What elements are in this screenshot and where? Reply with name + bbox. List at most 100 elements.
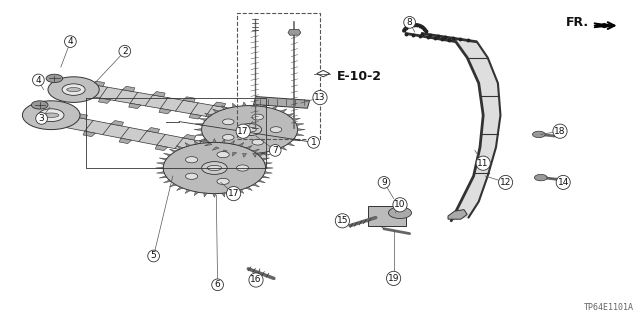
Polygon shape xyxy=(212,139,216,142)
Polygon shape xyxy=(183,134,196,140)
Circle shape xyxy=(163,142,266,194)
Circle shape xyxy=(532,131,545,138)
Polygon shape xyxy=(243,153,246,157)
Circle shape xyxy=(202,162,227,174)
Polygon shape xyxy=(191,152,204,157)
Polygon shape xyxy=(63,116,269,165)
Polygon shape xyxy=(244,107,256,113)
Circle shape xyxy=(186,173,198,179)
Polygon shape xyxy=(246,146,252,149)
Polygon shape xyxy=(232,103,237,107)
Polygon shape xyxy=(119,138,132,144)
Circle shape xyxy=(22,101,80,130)
Text: 15: 15 xyxy=(337,216,348,225)
Polygon shape xyxy=(221,193,225,197)
Polygon shape xyxy=(448,210,467,219)
Text: 17: 17 xyxy=(228,189,239,198)
Polygon shape xyxy=(129,103,141,108)
Polygon shape xyxy=(99,98,111,103)
Text: 19: 19 xyxy=(388,274,399,283)
Polygon shape xyxy=(253,153,257,157)
Ellipse shape xyxy=(243,127,257,132)
Text: 4: 4 xyxy=(68,37,73,46)
Polygon shape xyxy=(204,193,207,197)
Bar xyxy=(253,97,310,108)
Ellipse shape xyxy=(207,165,221,171)
Circle shape xyxy=(62,84,85,95)
Polygon shape xyxy=(83,84,257,124)
Polygon shape xyxy=(272,106,278,109)
Text: TP64E1101A: TP64E1101A xyxy=(584,303,634,312)
Polygon shape xyxy=(232,152,237,156)
Polygon shape xyxy=(75,114,88,119)
Text: 1: 1 xyxy=(311,138,316,147)
Polygon shape xyxy=(163,180,171,183)
Circle shape xyxy=(31,101,48,109)
Polygon shape xyxy=(239,190,244,194)
Polygon shape xyxy=(147,128,159,133)
Polygon shape xyxy=(92,81,104,86)
Polygon shape xyxy=(451,42,500,221)
Text: 8: 8 xyxy=(407,18,412,27)
Polygon shape xyxy=(287,143,294,146)
Text: 17: 17 xyxy=(237,127,249,136)
Ellipse shape xyxy=(44,113,59,117)
Polygon shape xyxy=(185,142,190,146)
Circle shape xyxy=(252,114,264,120)
Polygon shape xyxy=(111,121,124,126)
Polygon shape xyxy=(204,139,207,143)
Text: 9: 9 xyxy=(381,178,387,187)
Polygon shape xyxy=(189,114,202,119)
Polygon shape xyxy=(222,150,227,154)
Polygon shape xyxy=(195,192,198,196)
Polygon shape xyxy=(262,158,269,160)
Polygon shape xyxy=(159,108,172,114)
Polygon shape xyxy=(212,147,219,150)
Circle shape xyxy=(38,109,64,122)
Text: 5: 5 xyxy=(151,252,156,260)
Text: 13: 13 xyxy=(314,93,326,102)
Polygon shape xyxy=(177,146,183,149)
Polygon shape xyxy=(230,140,234,144)
Polygon shape xyxy=(317,70,330,77)
Polygon shape xyxy=(594,23,611,28)
Polygon shape xyxy=(156,167,163,169)
Text: 2: 2 xyxy=(122,47,127,56)
Polygon shape xyxy=(156,163,164,164)
Text: 4: 4 xyxy=(36,76,41,84)
Circle shape xyxy=(236,165,249,171)
Polygon shape xyxy=(159,158,167,160)
Text: 7: 7 xyxy=(273,146,278,155)
Polygon shape xyxy=(170,184,177,187)
Text: 10: 10 xyxy=(394,200,406,209)
Polygon shape xyxy=(122,86,135,92)
Text: 6: 6 xyxy=(215,280,220,289)
Polygon shape xyxy=(292,118,300,121)
Polygon shape xyxy=(221,139,225,143)
Text: FR.: FR. xyxy=(566,16,589,29)
Polygon shape xyxy=(255,148,268,154)
Polygon shape xyxy=(183,97,195,102)
Polygon shape xyxy=(272,150,277,154)
Polygon shape xyxy=(262,152,267,156)
Polygon shape xyxy=(246,187,252,190)
Polygon shape xyxy=(252,149,259,152)
Polygon shape xyxy=(153,92,165,97)
Polygon shape xyxy=(170,149,177,152)
Circle shape xyxy=(202,106,298,154)
Polygon shape xyxy=(212,109,219,112)
Circle shape xyxy=(237,124,262,136)
Text: 3: 3 xyxy=(39,114,44,123)
Circle shape xyxy=(270,127,282,132)
Polygon shape xyxy=(159,176,167,178)
Circle shape xyxy=(186,157,198,163)
Polygon shape xyxy=(252,184,259,187)
Polygon shape xyxy=(222,106,227,109)
Bar xyxy=(368,206,406,226)
Polygon shape xyxy=(243,102,246,106)
Polygon shape xyxy=(262,176,269,178)
Polygon shape xyxy=(239,142,244,146)
Circle shape xyxy=(223,134,234,140)
Text: E-10-2: E-10-2 xyxy=(337,70,382,83)
Circle shape xyxy=(252,139,264,145)
